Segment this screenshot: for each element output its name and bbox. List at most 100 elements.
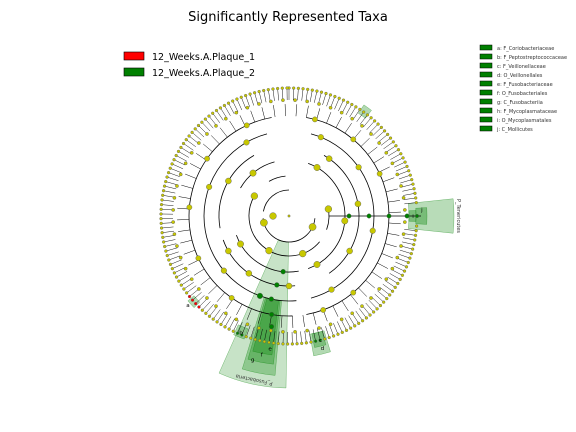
taxon-node [200, 308, 204, 312]
taxon-node [412, 242, 416, 247]
taxon-node [292, 86, 296, 90]
tree-branch-radial [219, 127, 228, 138]
leaf-branch [254, 92, 259, 105]
taxon-node [328, 93, 333, 97]
leaf-branch [391, 269, 403, 276]
taxon-node [220, 267, 227, 274]
leaf-branch [403, 193, 416, 196]
taxon-node [163, 244, 167, 249]
clade-letter-d: d [321, 346, 325, 352]
tree-branch-radial [373, 156, 385, 164]
tree-branch-radial [387, 233, 400, 236]
taxon-node [161, 235, 165, 239]
taxon-node [224, 311, 228, 316]
taxon-node [235, 97, 239, 101]
taxon-node [403, 220, 407, 224]
taxon-node [396, 148, 401, 152]
taxon-node [350, 289, 357, 296]
leaf-branch [314, 91, 318, 103]
tree-branch-radial [208, 285, 218, 294]
taxon-node [269, 212, 277, 220]
taxon-node [344, 328, 349, 332]
leaf-branch [398, 174, 411, 180]
taxon-node [164, 179, 168, 184]
tree-branch-radial [229, 120, 237, 132]
taxon-node [280, 269, 286, 275]
taxon-node [341, 217, 349, 225]
leaf-branch [400, 179, 412, 184]
leaf-branch [178, 274, 190, 282]
legend-label-group2: 12_Weeks.A.Plaque_2 [152, 68, 255, 79]
tree-branch-radial [360, 138, 370, 147]
leaf-branch [168, 255, 181, 261]
leaf-branch [246, 325, 251, 337]
taxon-node [305, 99, 309, 104]
taxon-node [267, 340, 271, 345]
leaf-branch [216, 311, 224, 322]
taxon-node [253, 337, 257, 342]
taxon-node [179, 283, 183, 287]
taxon-node [168, 166, 172, 170]
leaf-branch [301, 88, 304, 101]
taxon-node [336, 332, 340, 336]
taxon-node [257, 102, 261, 106]
taxon-node [399, 184, 403, 188]
leaf-branch [363, 117, 372, 128]
taxon-node [269, 311, 275, 318]
taxon-node [248, 92, 252, 96]
clade-key-swatch-g [479, 98, 493, 105]
clade-letter-b: b [239, 331, 243, 337]
taxon-node [239, 95, 243, 99]
leaf-branch [385, 280, 396, 288]
taxon-node [364, 316, 368, 320]
taxon-node [179, 145, 183, 150]
leaf-branch [342, 102, 348, 114]
taxon-node [415, 224, 419, 228]
cladogram-nodes [159, 86, 420, 346]
leaf-branch [170, 168, 182, 173]
taxon-node [300, 341, 304, 345]
taxon-node [390, 266, 395, 271]
clade-letter-c: c [319, 338, 322, 344]
taxon-node [214, 108, 219, 113]
taxon-node [384, 151, 389, 155]
taxon-node [204, 155, 210, 162]
leaf-branch [172, 263, 184, 269]
taxon-node [376, 122, 380, 126]
leaf-branch [216, 110, 224, 121]
taxon-node [400, 273, 405, 277]
leaf-branch [167, 251, 179, 256]
taxon-node [413, 191, 417, 195]
leaf-branch [394, 161, 406, 168]
leaf-branch [202, 301, 211, 311]
taxon-node [256, 292, 263, 299]
tree-branch-arc [262, 218, 316, 243]
clade-letter-i: i [412, 214, 414, 220]
clade-key-swatch-j [479, 125, 493, 132]
leaf-branch [191, 132, 202, 141]
taxon-node [346, 213, 352, 219]
taxon-node [353, 324, 357, 328]
leaf-branch [245, 95, 250, 107]
taxon-node [177, 279, 181, 283]
taxon-node [362, 110, 366, 114]
leaf-branch [259, 328, 263, 341]
taxon-node [296, 86, 300, 90]
clade-key-label-h: h: F_Mycoplasmataceae [497, 109, 557, 115]
leaf-branch [236, 98, 243, 111]
leaf-branch [397, 170, 409, 176]
taxon-node [369, 227, 376, 234]
taxon-node [409, 252, 413, 256]
taxon-node [401, 232, 406, 236]
leaf-branch [163, 190, 176, 194]
taxon-node [228, 295, 235, 301]
taxon-node [206, 183, 213, 190]
taxon-node [317, 102, 321, 106]
leaf-branch [282, 331, 284, 344]
taxon-node [218, 106, 223, 110]
leaf-branch [304, 330, 307, 343]
leaf-branch [249, 93, 254, 106]
clade-key-label-i: i: O_Mycoplasmatales [497, 118, 552, 124]
taxon-node [401, 196, 406, 200]
leaf-branch [402, 237, 415, 241]
